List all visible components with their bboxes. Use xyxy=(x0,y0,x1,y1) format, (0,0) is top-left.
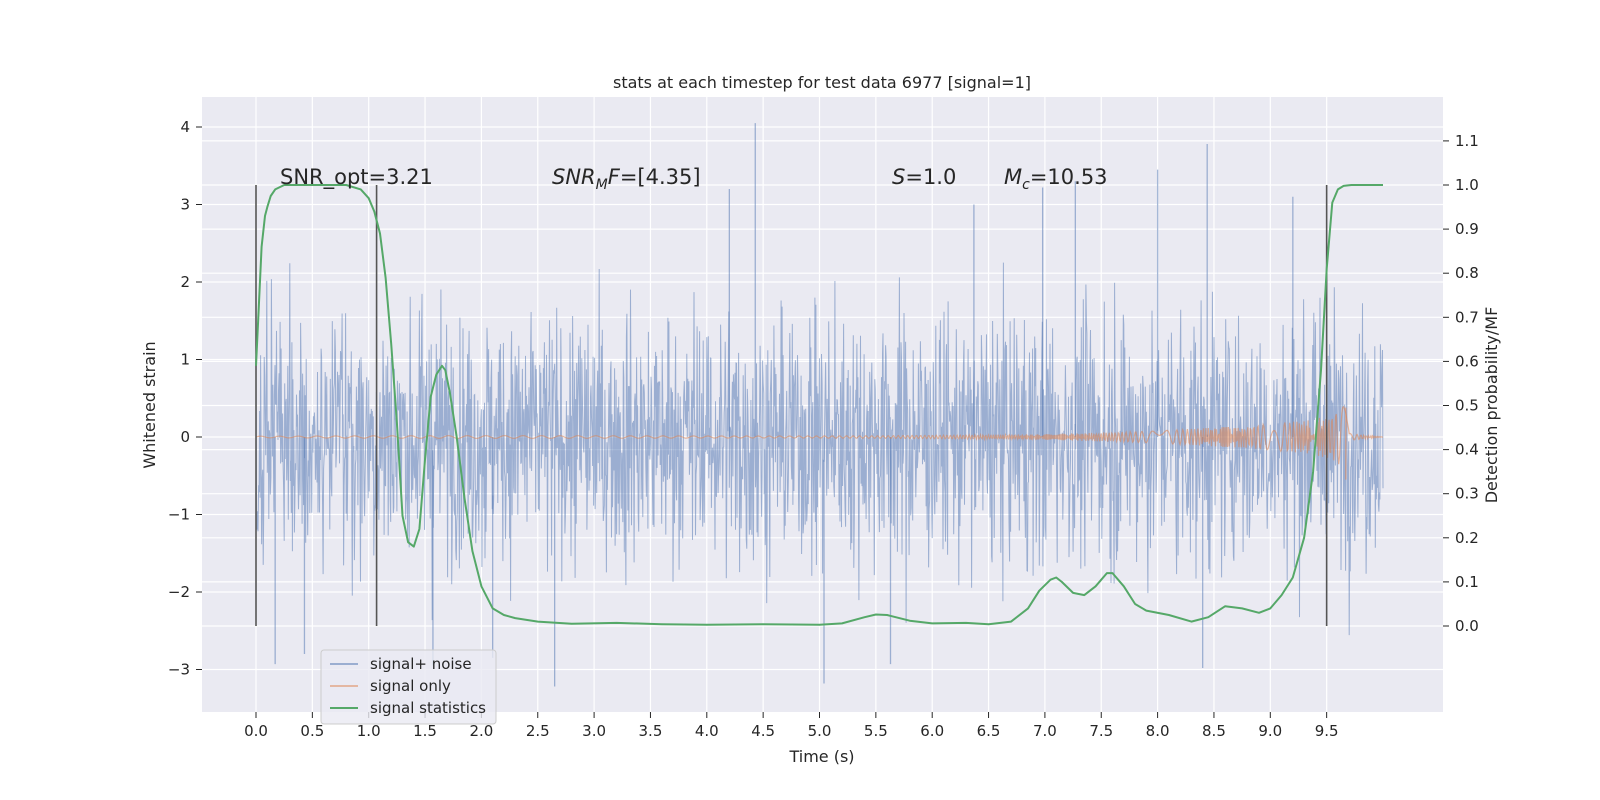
signal-only-line xyxy=(255,405,1384,465)
y-axis-ticks: −3 −2 −1 0 1 2 3 4 xyxy=(168,118,202,679)
x-tick-label: 6.5 xyxy=(977,722,1001,740)
x-tick-label: 2.0 xyxy=(469,722,493,740)
x-tick-label: 7.5 xyxy=(1089,722,1113,740)
y-tick-label: −1 xyxy=(168,506,190,524)
signal-noise-series xyxy=(255,123,1384,687)
y2-tick-label: 0.7 xyxy=(1455,308,1479,326)
y2-tick-label: 0.8 xyxy=(1455,264,1479,282)
x-tick-label: 7.0 xyxy=(1033,722,1057,740)
annotation-snr-opt: SNR_opt=3.21 xyxy=(280,165,433,190)
y2-tick-label: 0.3 xyxy=(1455,485,1479,503)
legend: signal+ noise signal only signal statist… xyxy=(320,649,497,725)
x-tick-label: 0.5 xyxy=(300,722,324,740)
legend-label-signal-statistics: signal statistics xyxy=(370,699,486,717)
y2-tick-label: 0.4 xyxy=(1455,441,1479,459)
legend-box xyxy=(320,649,497,725)
legend-label-signal-only: signal only xyxy=(370,677,451,695)
x-tick-label: 2.5 xyxy=(526,722,550,740)
x-tick-label: 9.5 xyxy=(1315,722,1339,740)
y2-tick-label: 1.1 xyxy=(1455,132,1479,150)
y2-tick-label: 0.6 xyxy=(1455,352,1479,370)
signal-statistics-line xyxy=(255,184,1383,626)
y2-axis-ticks: 0.0 0.1 0.2 0.3 0.4 0.5 0.6 0.7 0.8 0.9 1.0 1.1 xyxy=(1443,132,1479,635)
y2-axis-label: Detection probability/MF xyxy=(1482,307,1501,504)
y2-tick-label: 0.2 xyxy=(1455,529,1479,547)
y-tick-label: 1 xyxy=(180,351,190,369)
signal-only-series xyxy=(255,405,1384,480)
y2-tick-label: 0.1 xyxy=(1455,573,1479,591)
x-tick-label: 6.0 xyxy=(920,722,944,740)
y-tick-label: −2 xyxy=(168,583,190,601)
x-tick-label: 4.0 xyxy=(695,722,719,740)
y2-tick-label: 0.9 xyxy=(1455,220,1479,238)
y-tick-label: −3 xyxy=(168,661,190,679)
chart-title: stats at each timestep for test data 697… xyxy=(613,73,1031,92)
y2-tick-label: 0.5 xyxy=(1455,397,1479,415)
x-tick-label: 4.5 xyxy=(751,722,775,740)
x-tick-label: 3.5 xyxy=(639,722,663,740)
y2-tick-label: 1.0 xyxy=(1455,176,1479,194)
x-tick-label: 8.5 xyxy=(1202,722,1226,740)
annotation-snr-mf: SNRMF=[4.35] xyxy=(552,165,701,193)
y-tick-label: 4 xyxy=(180,118,190,136)
x-tick-label: 3.0 xyxy=(582,722,606,740)
signal-statistics-series xyxy=(255,184,1383,626)
x-tick-label: 0.0 xyxy=(244,722,268,740)
y2-tick-label: 0.0 xyxy=(1455,617,1479,635)
legend-label-signal-noise: signal+ noise xyxy=(370,655,472,673)
x-tick-label: 1.5 xyxy=(413,722,437,740)
x-tick-label: 1.0 xyxy=(357,722,381,740)
y-tick-label: 3 xyxy=(180,196,190,214)
x-axis-label: Time (s) xyxy=(788,747,854,766)
x-tick-label: 9.0 xyxy=(1258,722,1282,740)
annotation-mc: Mc=10.53 xyxy=(1004,165,1108,193)
x-tick-label: 5.0 xyxy=(808,722,832,740)
x-tick-label: 5.5 xyxy=(864,722,888,740)
x-tick-label: 8.0 xyxy=(1146,722,1170,740)
x-axis-ticks: 0.0 0.5 1.0 1.5 2.0 2.5 3.0 3.5 4.0 4.5 5.0 5.5 6.0 6… xyxy=(244,712,1339,740)
y-tick-label: 2 xyxy=(180,273,190,291)
y-axis-label: Whitened strain xyxy=(140,341,159,468)
y-tick-label: 0 xyxy=(180,428,190,446)
annotation-s: S=1.0 xyxy=(892,165,956,189)
signal-noise-line xyxy=(255,262,1384,636)
